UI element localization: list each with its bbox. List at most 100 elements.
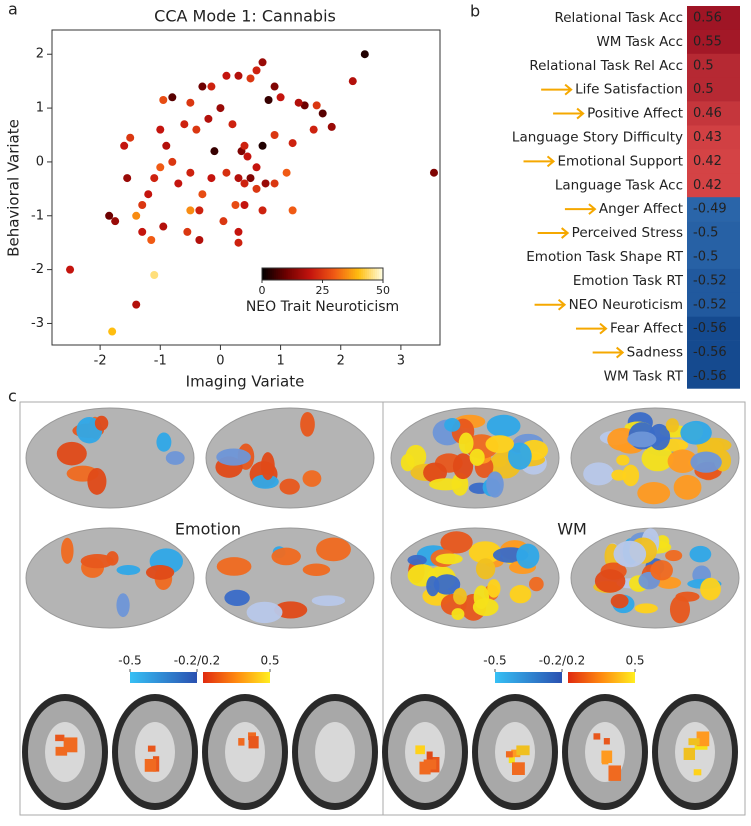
x-tick-label: 0 xyxy=(216,354,224,369)
arrow xyxy=(534,298,567,311)
brain-region xyxy=(641,445,674,472)
brain-region xyxy=(260,452,275,481)
brain-region xyxy=(627,431,657,448)
row-label: Emotional Support xyxy=(558,153,683,169)
brain-region xyxy=(486,414,521,437)
brain-region xyxy=(279,478,300,495)
colorbar-cell xyxy=(296,268,299,280)
colorbar-cell xyxy=(268,268,271,280)
scatter-point xyxy=(108,327,117,336)
colorbar-positive xyxy=(203,672,270,683)
arrow xyxy=(575,322,608,335)
colorbar-tick-label: 25 xyxy=(316,284,330,297)
row-label: Relational Task Acc xyxy=(554,10,683,26)
heatmap-cell xyxy=(687,292,740,317)
scatter-point xyxy=(261,179,270,188)
value-label: -0.52 xyxy=(693,273,727,288)
brain-slice-core xyxy=(315,722,355,782)
brain-region xyxy=(594,569,626,593)
colorbar-cell xyxy=(376,268,380,280)
scatter-point xyxy=(300,101,309,110)
scatter-point xyxy=(234,227,243,236)
y-tick-label: 0 xyxy=(36,154,44,169)
colorbar-cell xyxy=(298,268,301,280)
scatter-point xyxy=(192,125,201,134)
brain-label: Emotion xyxy=(175,520,241,539)
row-label: Positive Affect xyxy=(587,106,683,122)
colorbar-cell xyxy=(294,268,297,280)
scatter-point xyxy=(198,190,207,199)
scatter-point xyxy=(138,201,147,209)
value-label: 0.42 xyxy=(693,178,722,193)
brain-region xyxy=(675,591,700,602)
row-label: Relational Task Rel Acc xyxy=(529,58,683,74)
brain-region xyxy=(145,565,175,580)
scatter-point xyxy=(258,141,267,150)
y-tick-label: -3 xyxy=(31,316,44,331)
y-axis-label: Behavioral Variate xyxy=(5,119,23,257)
brain-region xyxy=(603,738,610,745)
scatter-point xyxy=(120,141,129,150)
colorbar-cell xyxy=(370,268,374,280)
scatter-point xyxy=(360,50,369,59)
scatter-point xyxy=(231,201,240,209)
scatter-point xyxy=(132,211,141,220)
colorbar-tick-label: -0.2/0.2 xyxy=(539,654,586,668)
colorbar-cell xyxy=(262,268,265,280)
scatter-point xyxy=(162,141,171,150)
scatter-point xyxy=(240,179,249,188)
brain-region xyxy=(302,470,322,487)
scatter-point xyxy=(216,104,225,113)
colorbar-tick-label: 50 xyxy=(376,284,390,297)
row-label: Emotion Task RT xyxy=(573,273,684,289)
scatter-point xyxy=(105,211,114,220)
colorbar-cell xyxy=(324,268,328,280)
brain-region xyxy=(435,553,463,565)
arrow xyxy=(553,107,585,120)
brain-region xyxy=(505,751,513,758)
brain-region xyxy=(271,547,301,566)
scatter-point xyxy=(207,174,216,183)
value-label: 0.5 xyxy=(693,82,714,97)
colorbar-cell xyxy=(360,268,364,280)
colorbar-tick-label: 0 xyxy=(259,284,266,297)
scatter-point xyxy=(186,206,195,215)
colorbar-cell xyxy=(326,268,330,280)
brain-region xyxy=(634,603,658,614)
brain-region xyxy=(693,769,702,776)
brain-region xyxy=(238,738,245,746)
y-tick-label: -1 xyxy=(31,208,44,223)
brain-region xyxy=(485,435,514,453)
brain-region xyxy=(433,574,461,595)
x-tick-label: 2 xyxy=(337,354,345,369)
brain-region xyxy=(667,449,698,474)
row-label: NEO Neuroticism xyxy=(569,297,683,313)
colorbar-cell xyxy=(332,268,336,280)
scatter-point xyxy=(246,174,255,183)
y-tick-label: 1 xyxy=(36,101,44,116)
arrow xyxy=(523,155,556,168)
brain-region xyxy=(486,471,504,498)
brain-region xyxy=(451,608,465,621)
colorbar-cell xyxy=(340,268,344,280)
brain-region xyxy=(147,745,156,752)
brain-images xyxy=(22,407,740,810)
brain-region xyxy=(316,537,351,562)
scatter-point xyxy=(240,201,249,209)
scatter-point xyxy=(156,125,165,134)
brain-region xyxy=(700,577,721,601)
brain-region xyxy=(475,558,496,580)
scatter-point xyxy=(312,101,321,110)
scatter-point xyxy=(240,141,249,150)
brain-region xyxy=(583,462,615,486)
heatmap-cell xyxy=(687,125,740,150)
brain-region xyxy=(407,554,427,566)
x-axis-label: Imaging Variate xyxy=(186,373,305,391)
scatter-point xyxy=(126,133,135,142)
brain-region xyxy=(622,464,640,487)
brain-region xyxy=(116,593,130,618)
brain-region xyxy=(444,417,461,432)
value-label: 0.55 xyxy=(693,34,722,49)
brain-region xyxy=(665,418,679,433)
